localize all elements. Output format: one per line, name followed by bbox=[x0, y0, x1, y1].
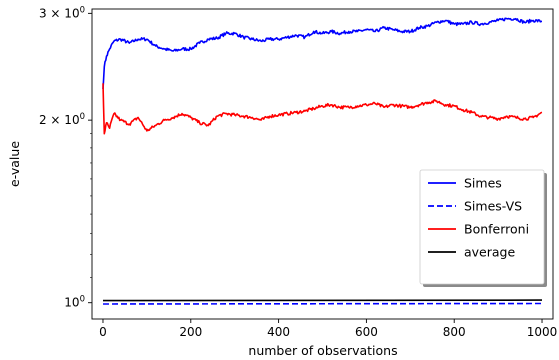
legend-box bbox=[419, 169, 545, 285]
legend-label: average bbox=[464, 245, 515, 260]
x-axis: 0 200 400 600 800 1000 bbox=[99, 319, 557, 339]
x-axis-label: number of observations bbox=[248, 343, 397, 358]
series-line-simes-vs bbox=[102, 302, 543, 305]
y-axis-label: e-value bbox=[7, 141, 22, 187]
y-tick-label: 2 × 100 bbox=[39, 112, 85, 127]
legend-label: Bonferroni bbox=[464, 222, 529, 237]
y-axis: 100 2 × 100 3 × 100 bbox=[39, 5, 92, 310]
x-tick-label: 200 bbox=[179, 325, 202, 339]
x-tick-label: 600 bbox=[355, 325, 378, 339]
legend-label: Simes-VS bbox=[464, 199, 522, 214]
x-tick-label: 400 bbox=[267, 325, 290, 339]
plot-lines bbox=[102, 17, 543, 305]
x-tick-label: 800 bbox=[443, 325, 466, 339]
x-tick-label: 1000 bbox=[527, 325, 558, 339]
legend: Simes Simes-VS Bonferroni average bbox=[419, 169, 547, 287]
legend-label: Simes bbox=[464, 176, 502, 191]
series-line-simes bbox=[102, 17, 542, 90]
plot-frame bbox=[91, 8, 554, 320]
series-line-bonferroni bbox=[102, 83, 543, 135]
series-line-average bbox=[102, 299, 543, 302]
x-tick-label: 0 bbox=[99, 325, 107, 339]
y-tick-label: 100 bbox=[64, 295, 85, 310]
y-tick-label: 3 × 100 bbox=[39, 5, 85, 20]
